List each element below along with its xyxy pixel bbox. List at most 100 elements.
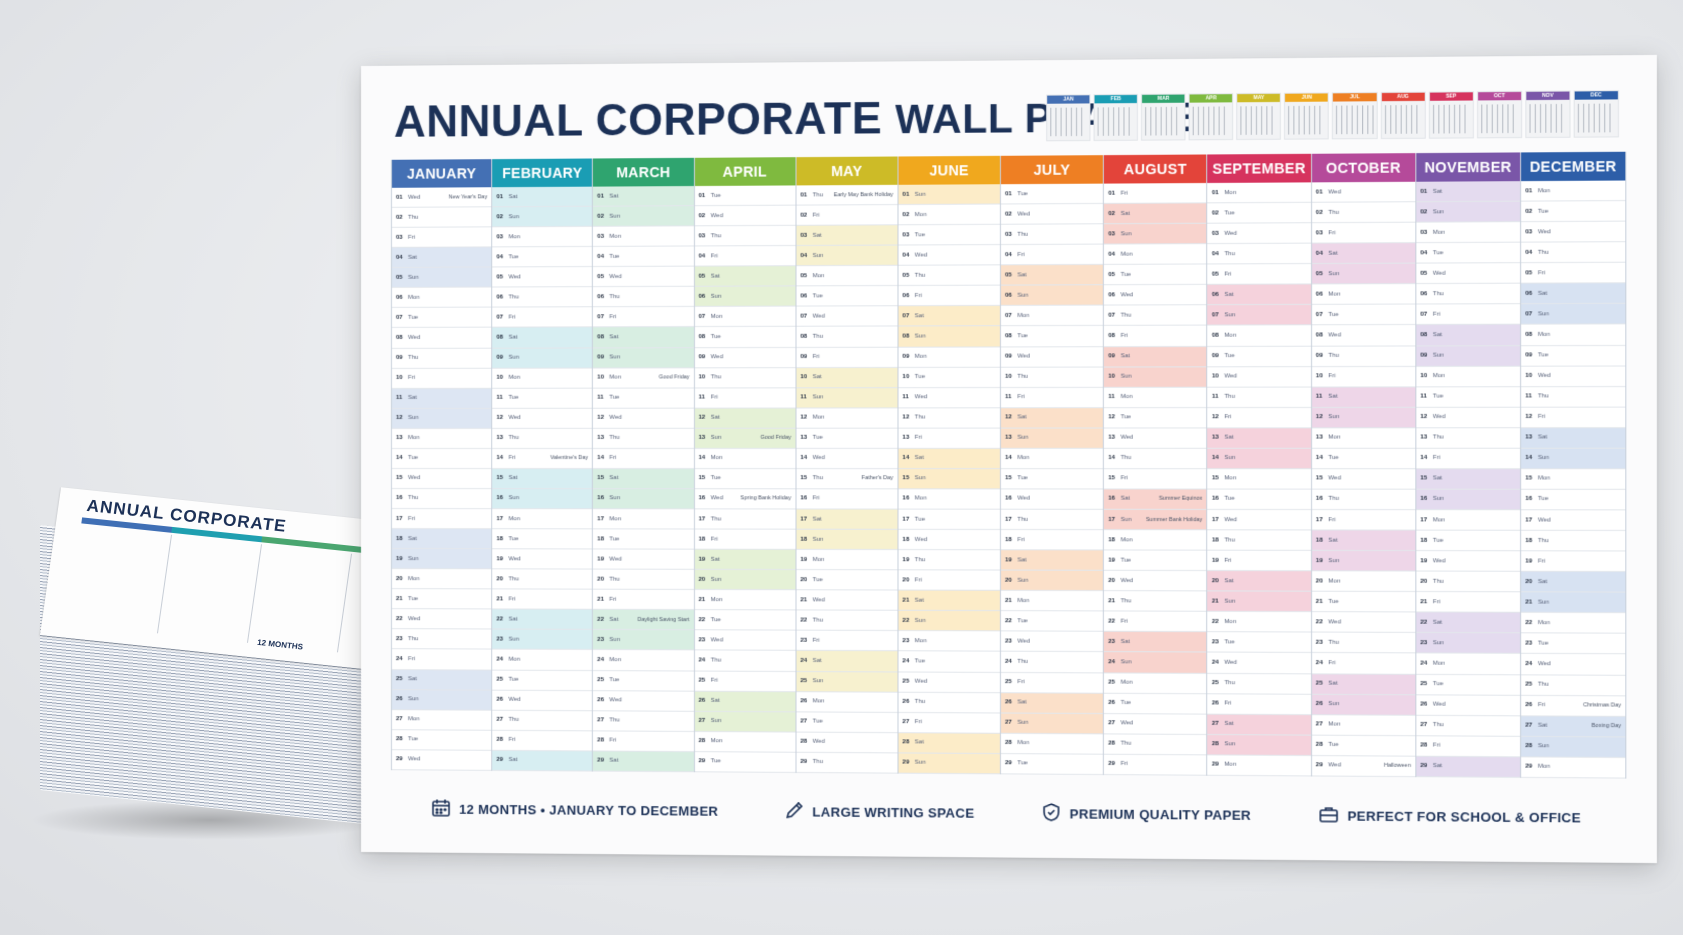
day-row[interactable]: 04 Sun: [796, 246, 897, 267]
day-row[interactable]: 25 Tue: [1416, 674, 1520, 695]
day-row[interactable]: 07 Tue: [392, 308, 491, 328]
day-row[interactable]: 29 Wed: [392, 750, 491, 771]
day-row[interactable]: 29 Sat: [1416, 756, 1520, 777]
day-row[interactable]: 26 Fri: [1208, 694, 1311, 715]
day-row[interactable]: 21 Fri: [593, 590, 693, 610]
day-row[interactable]: 14 Wed: [796, 449, 897, 469]
day-row[interactable]: 10 Wed: [1208, 367, 1311, 388]
day-row[interactable]: 23 Sun: [492, 630, 592, 651]
day-row[interactable]: 23 Thu: [392, 629, 491, 649]
day-row[interactable]: 27 Tue: [796, 712, 897, 733]
day-row[interactable]: 05 Mon: [796, 266, 897, 287]
day-row[interactable]: 26 Tue: [1104, 693, 1207, 714]
day-row[interactable]: 19 Tue: [1104, 551, 1207, 572]
day-row[interactable]: 05 Wed: [593, 267, 693, 288]
day-row[interactable]: 16 Thu: [1312, 490, 1415, 511]
day-row[interactable]: 12 Sat: [1001, 408, 1103, 428]
day-row[interactable]: 12 Fri: [1208, 408, 1311, 429]
day-row[interactable]: 19 Sat: [694, 550, 795, 570]
day-row[interactable]: 13 Sat: [1208, 428, 1311, 449]
day-row[interactable]: 19 Mon: [796, 550, 897, 570]
day-row[interactable]: 03 Fri: [392, 227, 491, 248]
day-row[interactable]: 22 Mon: [1208, 612, 1311, 633]
day-row[interactable]: 21 Sat: [898, 591, 1000, 612]
day-row[interactable]: 03 Mon: [492, 227, 592, 248]
day-row[interactable]: 11 Thu: [1208, 387, 1311, 408]
day-row[interactable]: 08 Wed: [392, 328, 491, 348]
day-row[interactable]: 12 Sun: [392, 409, 491, 429]
day-row[interactable]: 02 Sun: [1416, 202, 1520, 223]
day-row[interactable]: 15 Sun: [898, 469, 1000, 489]
day-row[interactable]: 07 Sun: [1521, 304, 1625, 325]
day-row[interactable]: 04 Tue: [492, 247, 592, 268]
day-row[interactable]: 04 Sat: [392, 248, 491, 269]
day-row[interactable]: 17 Mon: [1416, 510, 1520, 531]
day-row[interactable]: 12 Thu: [898, 408, 1000, 428]
day-row[interactable]: 24 Fri: [1312, 653, 1415, 674]
day-row[interactable]: 27 Wed: [1104, 714, 1207, 735]
day-row[interactable]: 20 Thu: [492, 570, 592, 590]
day-row[interactable]: 09 Sun: [593, 348, 693, 368]
day-row[interactable]: 27 Mon: [1312, 715, 1415, 736]
day-row[interactable]: 15 Tue: [1001, 469, 1103, 489]
day-row[interactable]: 09 Tue: [1521, 345, 1625, 366]
day-row[interactable]: 19 Fri: [1521, 551, 1625, 572]
day-row[interactable]: 20 Thu: [1416, 572, 1520, 593]
day-row[interactable]: 05 Sat: [1001, 265, 1103, 286]
day-row[interactable]: 02 Wed: [1001, 204, 1103, 225]
day-row[interactable]: 16 Wed: [1001, 489, 1103, 509]
day-row[interactable]: 19 Sat: [1001, 550, 1103, 571]
day-row[interactable]: 02 Tue: [1521, 201, 1625, 222]
day-row[interactable]: 11 Tue: [1416, 387, 1520, 408]
day-row[interactable]: 27 Thu: [593, 711, 693, 732]
day-row[interactable]: 26 Fri Christmas Day: [1521, 695, 1625, 716]
day-row[interactable]: 19 Thu: [898, 550, 1000, 571]
day-row[interactable]: 06 Fri: [898, 286, 1000, 307]
day-row[interactable]: 13 Thu: [593, 429, 693, 449]
day-row[interactable]: 17 Mon: [492, 509, 592, 529]
day-row[interactable]: 13 Sun: [1001, 428, 1103, 448]
day-row[interactable]: 29 Fri: [1104, 754, 1207, 775]
day-row[interactable]: 25 Fri: [694, 671, 795, 692]
day-row[interactable]: 15 Tue: [694, 469, 795, 489]
day-row[interactable]: 05 Sat: [694, 266, 795, 287]
day-row[interactable]: 03 Mon: [593, 226, 693, 247]
day-row[interactable]: 28 Fri: [1416, 736, 1520, 757]
day-row[interactable]: 05 Fri: [1521, 263, 1625, 284]
day-row[interactable]: 24 Sun: [1104, 653, 1207, 674]
day-row[interactable]: 08 Mon: [1208, 326, 1311, 347]
day-row[interactable]: 26 Thu: [898, 692, 1000, 713]
day-row[interactable]: 01 Wed New Year's Day: [392, 187, 491, 208]
day-row[interactable]: 19 Wed: [492, 549, 592, 569]
day-row[interactable]: 20 Sun: [694, 570, 795, 590]
day-row[interactable]: 26 Wed: [1416, 695, 1520, 716]
day-row[interactable]: 03 Sat: [796, 225, 897, 246]
day-row[interactable]: 16 Tue: [1521, 490, 1625, 511]
day-row[interactable]: 24 Wed: [1208, 653, 1311, 674]
day-row[interactable]: 12 Fri: [1521, 407, 1625, 428]
day-row[interactable]: 09 Mon: [898, 347, 1000, 368]
day-row[interactable]: 02 Mon: [898, 205, 1000, 226]
day-row[interactable]: 02 Sat: [1104, 203, 1207, 224]
day-row[interactable]: 12 Wed: [1416, 407, 1520, 428]
day-row[interactable]: 29 Sat: [492, 751, 592, 772]
day-row[interactable]: 07 Wed: [796, 307, 897, 328]
day-row[interactable]: 28 Tue: [1312, 735, 1415, 756]
day-row[interactable]: 05 Thu: [898, 266, 1000, 287]
day-row[interactable]: 15 Mon: [1521, 469, 1625, 490]
day-row[interactable]: 23 Thu: [1312, 633, 1415, 654]
day-row[interactable]: 01 Sat: [1416, 181, 1520, 202]
day-row[interactable]: 14 Sun: [1521, 449, 1625, 470]
day-row[interactable]: 14 Tue: [1312, 449, 1415, 470]
day-row[interactable]: 28 Fri: [593, 731, 693, 752]
day-row[interactable]: 11 Thu: [1521, 387, 1625, 408]
day-row[interactable]: 07 Thu: [1104, 306, 1207, 327]
day-row[interactable]: 06 Wed: [1104, 285, 1207, 306]
day-row[interactable]: 05 Wed: [1416, 263, 1520, 284]
day-row[interactable]: 12 Sat: [694, 408, 795, 428]
day-row[interactable]: 04 Wed: [898, 245, 1000, 266]
day-row[interactable]: 28 Tue: [392, 730, 491, 751]
day-row[interactable]: 29 Thu: [796, 753, 897, 774]
day-row[interactable]: 02 Tue: [1208, 203, 1311, 224]
day-row[interactable]: 15 Thu Father's Day: [796, 469, 897, 489]
